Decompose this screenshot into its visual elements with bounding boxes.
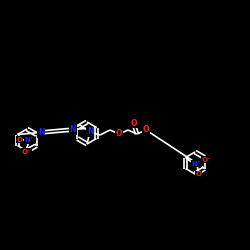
Text: O⁻: O⁻ [202,156,211,162]
Text: O: O [131,118,137,128]
Text: N⁺: N⁺ [192,160,201,166]
Text: O: O [143,126,149,134]
Text: N: N [87,128,93,136]
Text: N⁺: N⁺ [25,138,34,143]
Text: O: O [196,172,202,177]
Text: O: O [16,136,22,142]
Text: O⁻: O⁻ [22,148,32,154]
Text: N: N [70,125,76,134]
Text: N: N [38,128,44,137]
Text: O: O [116,130,122,138]
